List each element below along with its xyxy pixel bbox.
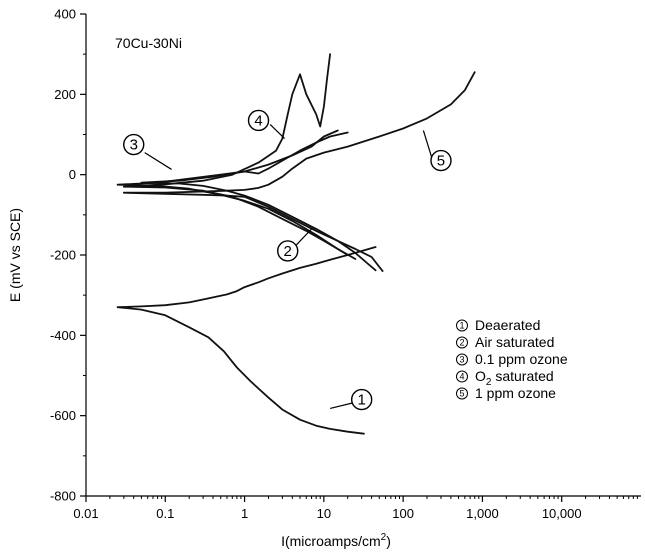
legend-marker-number: 3: [459, 355, 464, 365]
callout-number: 3: [130, 137, 138, 154]
callout-circle: [277, 240, 299, 262]
series-1-line: [116, 246, 377, 435]
callout-circle: [123, 133, 145, 156]
x-tick-label: 0.01: [73, 506, 98, 521]
x-tick-label: 10: [317, 506, 331, 521]
y-tick-label: -400: [50, 328, 76, 343]
y-axis: 400 200 0 -200 -400 -600 -800: [50, 7, 86, 504]
x-tick-label: 0.1: [156, 506, 174, 521]
x-axis-title-main: I(microamps/cm: [281, 533, 381, 549]
x-axis-title-end: ): [386, 533, 391, 549]
legend-marker-circle: [456, 319, 468, 332]
callout-leader-2: [295, 228, 313, 246]
legend-marker-number: 5: [459, 389, 464, 399]
callout-circle: [247, 109, 270, 132]
series-4-line: [122, 53, 349, 256]
legend-item-2: 2 Air saturated: [456, 334, 554, 350]
callout-5: 5: [430, 149, 452, 172]
legend-item-1: 1 Deaerated: [456, 317, 540, 333]
sample-annotation: 70Cu-30Ni: [115, 35, 182, 51]
legend-item-5: 5 1 ppm ozone: [456, 385, 556, 401]
callout-circle: [350, 388, 373, 411]
plot-frame: [85, 14, 641, 497]
x-axis-title-sup: 2: [381, 532, 387, 543]
callout-group: 1 2 3 4 5: [123, 109, 452, 411]
legend: 1 Deaerated 2 Air saturated 3 0.1 ppm ozone 4 O…: [456, 317, 568, 401]
y-axis-title: E (mV vs SCE): [7, 208, 23, 302]
legend-marker-circle: [456, 387, 468, 400]
x-tick-label: 100: [392, 506, 414, 521]
y-tick-label: -200: [50, 248, 76, 263]
callout-number: 4: [254, 112, 262, 129]
x-tick-label: 1,000: [466, 506, 499, 521]
x-tick-label: 1: [241, 506, 248, 521]
series-2-line: [140, 129, 377, 272]
y-tick-label: 400: [54, 7, 76, 22]
series-5-line: [122, 71, 476, 272]
y-tick-label: -600: [50, 408, 76, 423]
legend-label: Deaerated: [475, 317, 540, 333]
legend-marker-circle: [456, 353, 468, 366]
x-axis-title: I(microamps/cm2): [281, 532, 391, 549]
callout-leader-3: [144, 152, 172, 170]
legend-label: O2 saturated: [475, 368, 554, 388]
legend-marker-number: 1: [459, 321, 464, 331]
callout-2: 2: [277, 240, 299, 262]
legend-marker-circle: [456, 370, 468, 383]
x-tick-label: 10,000: [542, 506, 582, 521]
legend-label: 1 ppm ozone: [475, 385, 556, 401]
y-tick-label: -800: [50, 489, 76, 504]
legend-marker-circle: [456, 336, 468, 349]
callout-1: 1: [350, 388, 373, 411]
legend-label: Air saturated: [475, 334, 554, 350]
callout-leader-4: [269, 124, 286, 139]
legend-item-3: 3 0.1 ppm ozone: [456, 351, 568, 367]
legend-marker-number: 4: [459, 372, 464, 382]
callout-number: 2: [284, 243, 292, 260]
callout-circle: [430, 149, 452, 172]
legend-label: 0.1 ppm ozone: [475, 351, 568, 367]
y-tick-label: 200: [54, 87, 76, 102]
legend-item-4: 4 O2 saturated: [456, 368, 554, 388]
callout-3: 3: [123, 133, 145, 156]
callout-4: 4: [247, 109, 270, 132]
callout-number: 1: [358, 392, 366, 409]
legend-marker-number: 2: [459, 338, 464, 348]
y-tick-label: 0: [69, 167, 76, 182]
series-group: [116, 53, 476, 435]
callout-number: 5: [437, 153, 445, 170]
x-axis: 0.01 0.1 1 10 100 1,000 10,000: [73, 496, 638, 521]
callout-leader-5: [422, 130, 433, 158]
